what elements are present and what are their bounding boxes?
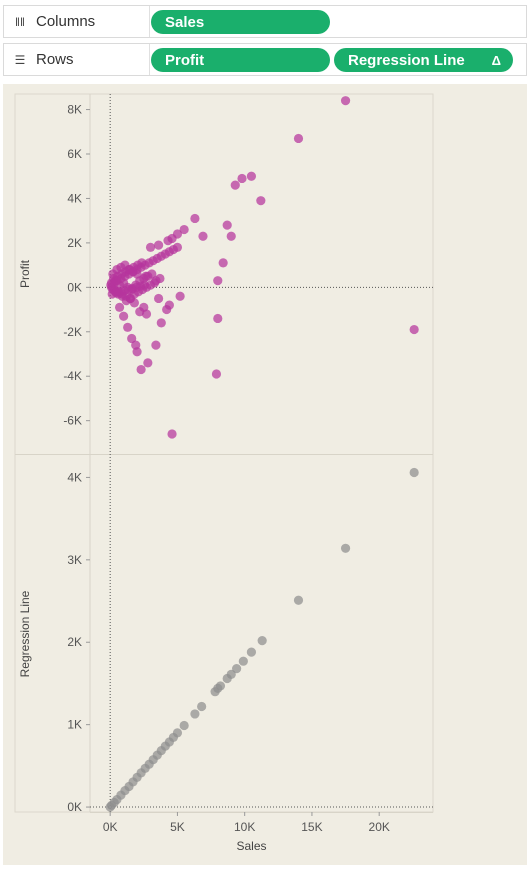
profit-point [190,213,200,224]
profit-point [179,224,189,235]
profit-point [139,280,150,290]
regression-line-pill[interactable]: Regression Line Δ [334,48,513,72]
regression-y-tick-label: 1K [67,718,82,732]
profit-point [230,180,240,190]
profit-y-tick-label: -2K [63,325,82,339]
columns-icon: ‖‖ [15,14,25,29]
x-axis-title: Sales [236,839,266,853]
regression-point [238,656,248,666]
profit-y-tick-label: 2K [67,236,82,250]
profit-point [154,293,164,304]
columns-label: Columns [36,13,96,30]
regression-y-tick-label: 0K [67,800,82,814]
x-tick-label: 5K [170,820,185,834]
rows-shelf-label: ☰ Rows [4,44,150,75]
profit-point [119,311,129,321]
columns-shelf-label: ‖‖ Columns [4,6,150,37]
sales-pill[interactable]: Sales [151,10,330,34]
profit-point [136,364,146,375]
profit-point [114,302,125,312]
profit-point [218,258,228,268]
regression-point [210,687,220,697]
profit-point [135,307,145,317]
regression-point [232,664,242,674]
sales-pill-label: Sales [165,13,205,31]
rows-label: Rows [36,51,74,68]
profit-point [222,220,232,230]
regression-point [190,709,200,719]
profit-point [163,236,173,246]
profit-point [172,242,183,252]
regression-axis-title: Regression Line [18,590,32,677]
regression-y-tick-label: 4K [67,470,82,484]
profit-point [213,313,223,324]
columns-shelf: ‖‖ Columns Sales [3,5,527,38]
regression-point [257,635,267,646]
profit-point [145,242,156,252]
profit-point [123,322,133,332]
profit-point [237,173,247,184]
regression-line-pill-label: Regression Line [348,51,465,69]
profit-point [162,304,172,315]
regression-point [197,701,207,712]
profit-point [211,369,222,379]
profit-pill[interactable]: Profit [151,48,330,72]
x-tick-label: 0K [103,820,118,834]
profit-point [167,429,177,439]
x-tick-label: 20K [369,820,390,834]
profit-point [143,358,153,368]
profit-y-tick-label: 8K [67,103,82,117]
regression-point [293,595,304,605]
profit-point [132,269,142,279]
regression-point [105,802,115,812]
delta-icon: Δ [491,52,501,68]
x-tick-label: 15K [301,820,322,834]
profit-point [137,258,147,268]
profit-point [226,231,236,241]
profit-point [127,333,137,344]
profit-y-tick-label: 6K [67,147,82,161]
regression-y-tick-label: 2K [67,635,82,649]
regression-y-tick-label: 3K [67,553,82,567]
profit-point [154,240,164,250]
profit-pill-label: Profit [165,51,205,69]
profit-point [293,133,304,144]
regression-point [246,647,257,657]
profit-point [147,269,157,279]
profit-point [155,273,165,284]
profit-y-tick-label: -4K [63,369,82,383]
profit-point [175,291,185,301]
scatter-chart: 8K 6K 4K 2K 0K -2K -4K -6K Profit 4K 3K 2K 1K 0K Regre… [14,93,434,853]
profit-point [409,324,419,335]
profit-point [256,196,266,206]
viz-area: 8K 6K 4K 2K 0K -2K -4K -6K Profit 4K 3K 2K 1K 0K Regre… [3,84,527,865]
regression-point [409,467,419,478]
regression-point [340,543,351,553]
profit-point [151,340,161,350]
profit-y-tick-label: -6K [63,414,82,428]
profit-point [246,171,257,181]
x-tick-label: 10K [234,820,255,834]
regression-point [222,673,232,684]
profit-point [198,231,208,241]
profit-point [213,276,223,286]
rows-icon: ☰ [14,52,26,67]
regression-point [179,720,189,731]
profit-y-tick-label: 4K [67,191,82,205]
rows-shelf: ☰ Rows Profit Regression Line Δ [3,43,527,76]
profit-y-tick-label: 0K [67,280,82,294]
profit-point [340,96,351,106]
profit-axis-title: Profit [18,259,32,288]
profit-point [156,318,166,328]
profit-point [131,340,141,350]
